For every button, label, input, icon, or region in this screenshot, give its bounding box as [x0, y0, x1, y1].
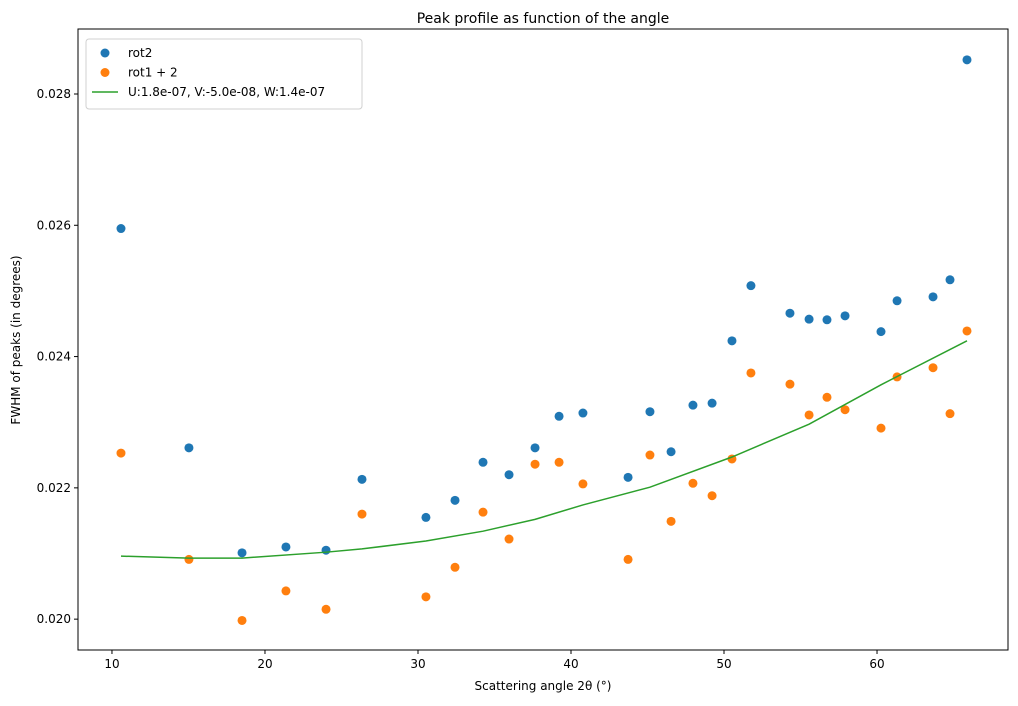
data-point: [746, 281, 756, 291]
chart-title: Peak profile as function of the angle: [417, 11, 670, 27]
data-point: [785, 379, 795, 389]
data-point: [785, 308, 795, 318]
data-point: [804, 314, 814, 324]
data-point: [840, 405, 850, 415]
data-point: [578, 408, 588, 418]
data-point: [357, 509, 367, 519]
y-tick-label: 0.024: [37, 350, 71, 364]
data-point: [504, 470, 514, 480]
data-point: [237, 615, 247, 625]
data-point: [623, 554, 633, 564]
data-point: [666, 447, 676, 457]
data-point: [822, 315, 832, 325]
legend-box: [85, 38, 363, 110]
data-point: [962, 326, 972, 336]
x-tick-label: 40: [563, 657, 578, 671]
data-point: [688, 478, 698, 488]
legend-label: U:1.8e-07, V:-5.0e-08, W:1.4e-07: [128, 85, 325, 99]
data-point: [554, 411, 564, 421]
data-point: [504, 534, 514, 544]
data-point: [707, 398, 717, 408]
data-point: [237, 548, 247, 558]
data-point: [892, 296, 902, 306]
y-tick-label: 0.022: [37, 481, 71, 495]
legend-label: rot1 + 2: [128, 66, 178, 80]
data-point: [450, 495, 460, 505]
data-point: [840, 311, 850, 321]
data-point: [281, 542, 291, 552]
data-point: [707, 491, 717, 501]
y-tick-label: 0.026: [37, 218, 71, 232]
data-point: [645, 450, 655, 460]
legend: rot2 rot1 + 2 U:1.8e-07, V:-5.0e-08, W:1.4…: [85, 38, 363, 110]
data-point: [666, 516, 676, 526]
legend-label: rot2: [128, 46, 152, 60]
data-point: [822, 392, 832, 402]
fit-curve: [120, 340, 968, 559]
data-point: [321, 604, 331, 614]
x-tick-label: 20: [257, 657, 272, 671]
data-point: [421, 592, 431, 602]
data-point: [478, 507, 488, 517]
data-point: [945, 409, 955, 419]
x-tick-label: 30: [410, 657, 425, 671]
data-point: [116, 448, 126, 458]
data-point: [321, 545, 331, 555]
x-tick-label: 10: [104, 657, 119, 671]
data-point: [530, 459, 540, 469]
plot-frame: [77, 28, 1009, 651]
legend-marker: [100, 68, 110, 77]
data-point: [876, 327, 886, 337]
data-point: [876, 423, 886, 433]
data-point: [578, 479, 588, 489]
data-point: [184, 554, 194, 564]
data-point: [962, 55, 972, 65]
data-point: [928, 292, 938, 302]
data-point: [623, 472, 633, 482]
data-point: [746, 368, 756, 378]
data-point: [357, 474, 367, 484]
data-point: [804, 410, 814, 420]
x-axis-label: Scattering angle 2θ (°): [475, 679, 612, 693]
data-point: [281, 586, 291, 596]
data-point: [184, 443, 194, 453]
data-point: [645, 407, 655, 417]
data-point: [450, 562, 460, 572]
x-tick-label: 60: [869, 657, 884, 671]
y-tick-label: 0.020: [37, 612, 71, 626]
x-tick-label: 50: [716, 657, 731, 671]
data-point: [421, 512, 431, 522]
data-point: [554, 457, 564, 467]
data-point: [928, 363, 938, 373]
y-axis-label: FWHM of peaks (in degrees): [9, 255, 23, 424]
data-point: [116, 224, 126, 234]
data-point: [688, 400, 698, 410]
data-point: [945, 275, 955, 285]
y-tick-label: 0.028: [37, 87, 71, 101]
data-point: [530, 443, 540, 453]
data-point: [727, 336, 737, 346]
data-point: [478, 457, 488, 467]
legend-marker: [100, 48, 110, 58]
